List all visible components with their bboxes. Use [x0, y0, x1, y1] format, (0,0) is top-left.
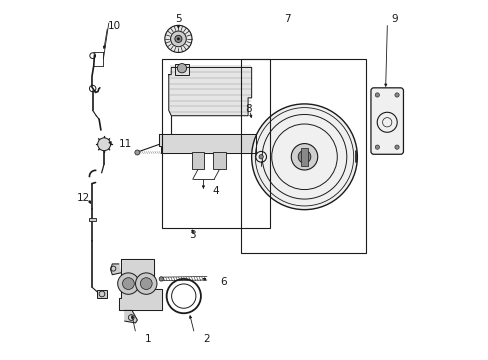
Circle shape: [374, 93, 379, 97]
Circle shape: [164, 25, 192, 53]
Circle shape: [118, 273, 139, 294]
Circle shape: [175, 35, 182, 42]
Text: 1: 1: [144, 334, 151, 344]
Circle shape: [177, 64, 186, 73]
Text: 5: 5: [175, 14, 182, 24]
Bar: [97, 290, 107, 298]
Circle shape: [374, 145, 379, 149]
Polygon shape: [119, 258, 162, 310]
Text: 8: 8: [244, 104, 251, 113]
Bar: [89, 217, 96, 221]
Text: 12: 12: [77, 193, 90, 203]
Text: 4: 4: [212, 186, 219, 196]
Circle shape: [394, 145, 398, 149]
Circle shape: [251, 104, 357, 210]
Circle shape: [122, 278, 134, 289]
Circle shape: [298, 150, 310, 163]
Text: 2: 2: [203, 334, 210, 344]
Circle shape: [259, 155, 263, 159]
Text: 11: 11: [119, 139, 132, 149]
Circle shape: [98, 138, 110, 151]
Text: 10: 10: [107, 21, 121, 31]
Bar: [241, 59, 365, 253]
Polygon shape: [159, 116, 255, 153]
Bar: [162, 59, 269, 228]
Bar: [191, 152, 204, 169]
Polygon shape: [168, 67, 251, 116]
Bar: [300, 148, 307, 166]
Circle shape: [291, 144, 317, 170]
Circle shape: [170, 31, 186, 47]
Text: 6: 6: [219, 277, 226, 287]
Polygon shape: [124, 310, 137, 323]
Circle shape: [159, 277, 163, 281]
Circle shape: [177, 37, 180, 40]
Bar: [213, 152, 225, 169]
Bar: [175, 64, 189, 75]
Circle shape: [135, 150, 140, 155]
FancyBboxPatch shape: [370, 88, 403, 154]
Text: 7: 7: [284, 14, 290, 24]
Text: 9: 9: [390, 14, 397, 24]
Circle shape: [394, 93, 398, 97]
Text: 3: 3: [189, 230, 196, 240]
Circle shape: [140, 278, 152, 289]
Circle shape: [135, 273, 157, 294]
Polygon shape: [110, 264, 121, 275]
